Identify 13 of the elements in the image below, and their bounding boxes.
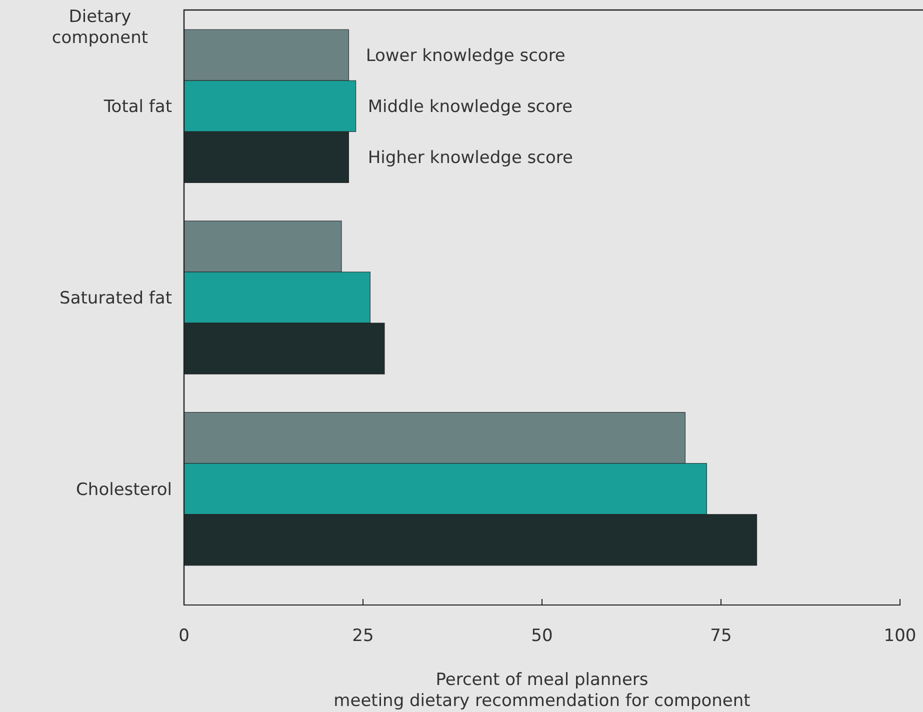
x-axis-title: Percent of meal planners meeting dietary recommendation for component (334, 670, 751, 711)
y-tick-label: Cholesterol (76, 480, 172, 500)
y-tick-label: Saturated fat (60, 288, 172, 308)
x-tick-label: 50 (531, 626, 553, 646)
x-tick-label: 25 (352, 626, 374, 646)
x-tick-label: 0 (178, 626, 190, 646)
series-label: Middle knowledge score (368, 97, 573, 118)
x-tick-label: 75 (710, 626, 732, 646)
series-label: Lower knowledge score (366, 46, 566, 66)
y-tick-label: Total fat (102, 97, 172, 118)
x-tick-label: 100 (884, 626, 916, 646)
y-axis-title: Dietary component (52, 7, 148, 48)
series-label: Higher knowledge score (368, 148, 573, 168)
